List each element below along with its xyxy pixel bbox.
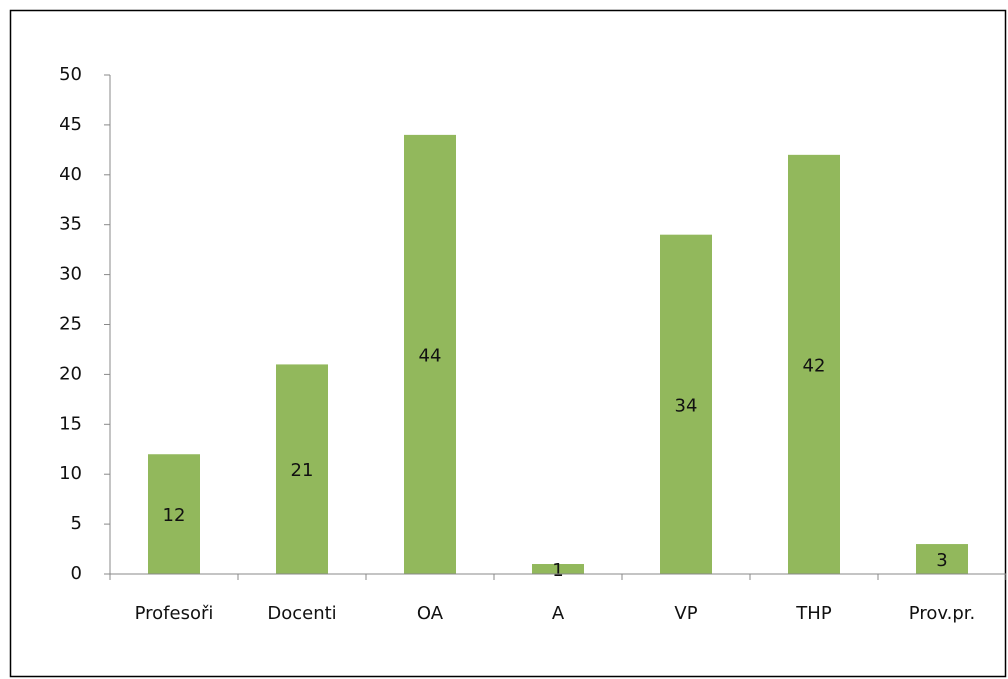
data-label: 1 [552, 560, 563, 581]
y-tick-label: 5 [71, 513, 82, 534]
data-label: 42 [803, 355, 826, 376]
x-tick-label: Prov.pr. [909, 603, 975, 624]
x-tick-label: Profesoři [135, 603, 214, 624]
x-tick-label: THP [795, 603, 832, 624]
y-tick-label: 15 [59, 413, 82, 434]
y-tick-label: 0 [71, 563, 82, 584]
y-tick-label: 35 [59, 214, 82, 235]
bar [148, 454, 200, 574]
bar [916, 544, 968, 574]
y-tick-label: 30 [59, 264, 82, 285]
data-label: 44 [419, 345, 442, 366]
y-tick-label: 50 [59, 64, 82, 85]
data-label: 12 [163, 505, 186, 526]
y-tick-label: 25 [59, 314, 82, 335]
x-tick-label: VP [674, 603, 697, 624]
bar [660, 234, 712, 574]
x-tick-label: Docenti [267, 603, 336, 624]
bar [788, 154, 840, 574]
x-tick-label: A [552, 603, 565, 624]
data-label: 34 [675, 395, 698, 416]
x-tick-label: OA [417, 603, 444, 624]
chart-frame [9, 9, 1007, 678]
y-tick-label: 10 [59, 463, 82, 484]
data-label: 3 [936, 550, 947, 571]
y-tick-label: 20 [59, 363, 82, 384]
data-label: 21 [291, 460, 314, 481]
y-tick-label: 40 [59, 164, 82, 185]
bar [276, 364, 328, 574]
bar [532, 564, 584, 574]
y-tick-label: 45 [59, 114, 82, 135]
bar [404, 134, 456, 574]
